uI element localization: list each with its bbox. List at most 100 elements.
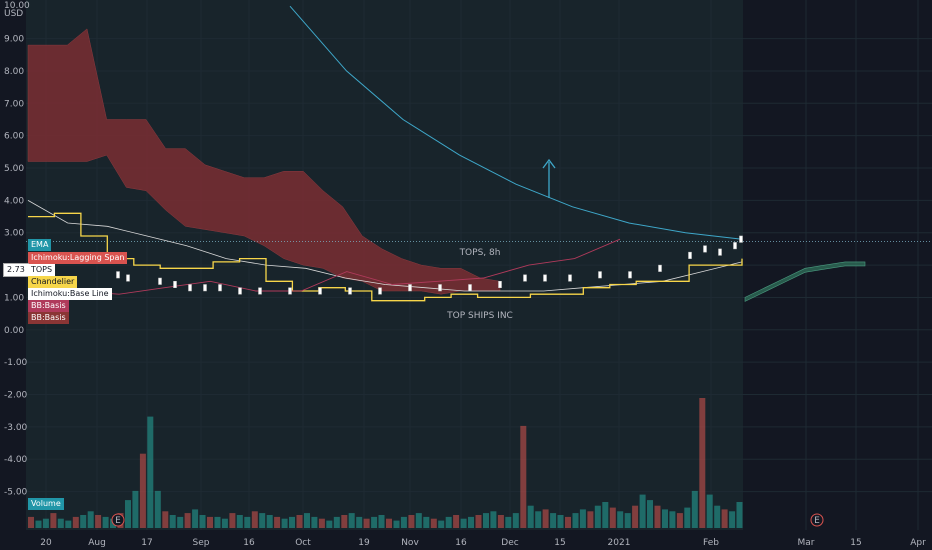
- x-tick-label: Feb: [703, 538, 719, 548]
- candle: [258, 287, 262, 295]
- y-axis-currency: USD: [4, 9, 23, 19]
- ema-line: [289, 5, 743, 240]
- x-tick-label: 15: [850, 538, 861, 548]
- volume-bar: [229, 513, 236, 528]
- x-tick-label: Apr: [910, 538, 926, 548]
- volume-bar: [602, 502, 609, 528]
- x-tick-label: Nov: [401, 538, 419, 548]
- y-tick-label: -1.00: [4, 358, 28, 368]
- chandelier-line: [28, 212, 743, 302]
- volume-bar: [341, 515, 348, 528]
- volume-bar: [468, 516, 474, 528]
- legend-bb-basis-2: BB:Basis: [28, 312, 69, 324]
- volume-bar: [721, 509, 728, 528]
- y-tick-label: 8.00: [4, 67, 24, 77]
- candle: [203, 284, 207, 292]
- x-tick-label: Sep: [193, 538, 210, 548]
- volume-bar: [80, 515, 87, 528]
- volume-bar: [400, 516, 407, 528]
- volume-bar: [236, 515, 243, 528]
- volume-bar: [199, 515, 206, 528]
- volume-bar: [35, 520, 42, 528]
- volume-bar: [326, 520, 333, 528]
- volume-bar: [453, 515, 460, 528]
- volume-bar: [662, 509, 668, 528]
- x-tick-label: 19: [358, 538, 370, 548]
- volume-bar: [736, 502, 743, 528]
- x-tick-label: Aug: [88, 538, 106, 548]
- candle: [523, 274, 527, 282]
- watermark-symbol: TOPS, 8h: [459, 248, 501, 258]
- volume-bar: [386, 518, 392, 528]
- candle: [238, 287, 242, 295]
- volume-bar: [125, 500, 131, 528]
- volume-bar: [371, 516, 378, 528]
- volume-bar: [550, 513, 557, 528]
- volume-bar: [408, 515, 415, 528]
- volume-bar: [95, 515, 102, 528]
- y-tick-label: 6.00: [4, 132, 24, 142]
- volume-bar: [684, 507, 691, 528]
- volume-bar: [169, 515, 176, 528]
- volume-bar: [639, 494, 646, 528]
- x-tick-label: 20: [40, 538, 52, 548]
- y-tick-label: 4.00: [4, 196, 24, 206]
- x-tick-label: Dec: [501, 538, 518, 548]
- volume-bar: [259, 513, 266, 528]
- volume-bar: [490, 511, 497, 528]
- volume-bar: [527, 505, 534, 528]
- volume-bar: [281, 518, 288, 528]
- volume-bar: [72, 516, 79, 528]
- y-tick-label: 1.00: [4, 293, 24, 303]
- x-tick-label: 16: [455, 538, 467, 548]
- volume-bar: [28, 516, 34, 528]
- volume-bar: [579, 509, 586, 528]
- candle: [318, 287, 322, 295]
- volume-bar: [274, 516, 281, 528]
- x-tick-label: 2021: [608, 538, 631, 548]
- volume-bar: [542, 509, 549, 528]
- volume-bar: [557, 515, 564, 528]
- earnings-marker-label: E: [814, 516, 820, 526]
- x-tick-label: 15: [554, 538, 565, 548]
- candle: [348, 287, 352, 295]
- y-tick-label: -5.00: [4, 488, 28, 498]
- volume-bar: [565, 516, 571, 528]
- volume-bar: [50, 513, 57, 528]
- volume-bar: [430, 518, 437, 528]
- volume-bar: [65, 520, 72, 528]
- volume-bar: [497, 515, 504, 528]
- y-tick-label: 9.00: [4, 35, 24, 45]
- volume-bar: [304, 513, 310, 528]
- candle: [733, 242, 737, 250]
- candle: [438, 284, 442, 292]
- volume-bar: [393, 520, 400, 528]
- volume-bar: [699, 398, 706, 528]
- y-tick-label: -3.00: [4, 423, 28, 433]
- candle: [703, 245, 707, 253]
- x-tick-label: 16: [243, 538, 255, 548]
- volume-bar: [572, 513, 579, 528]
- volume-bar: [363, 518, 370, 528]
- volume-bar: [318, 518, 325, 528]
- candle: [468, 284, 472, 292]
- legend-base-line: Ichimoku:Base Line: [28, 288, 112, 300]
- volume-bar: [460, 518, 467, 528]
- volume-bar: [184, 513, 191, 528]
- volume-bar: [207, 516, 213, 528]
- volume-bar: [445, 516, 452, 528]
- candle: [628, 271, 632, 279]
- y-tick-label: -2.00: [4, 391, 28, 401]
- volume-bar: [535, 511, 542, 528]
- legend-lagging-span: Ichimoku:Lagging Span: [28, 252, 128, 264]
- candle: [568, 274, 572, 282]
- volume-bar: [139, 453, 146, 528]
- volume-bar: [266, 515, 273, 528]
- volume-bar: [214, 516, 221, 528]
- candle: [718, 248, 722, 256]
- volume-bar: [311, 516, 318, 528]
- volume-bar: [714, 505, 721, 528]
- y-tick-label: -4.00: [4, 455, 28, 465]
